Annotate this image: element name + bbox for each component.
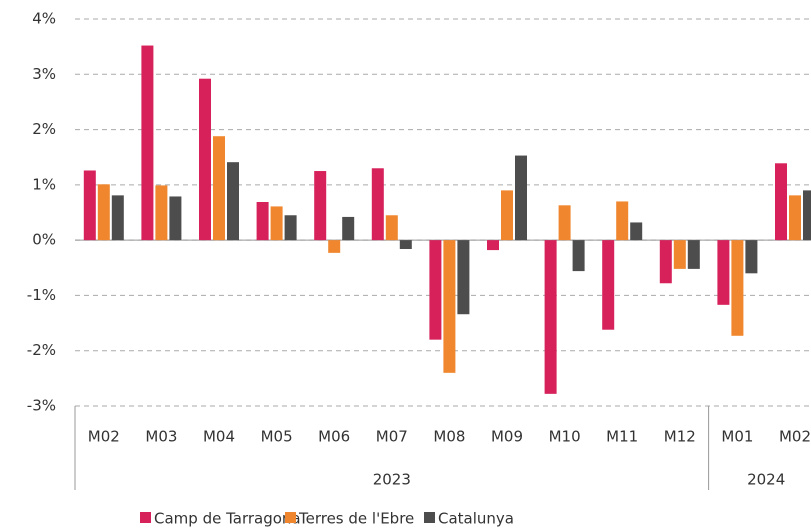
bar [616, 201, 629, 241]
y-tick-label: -2% [27, 341, 56, 359]
bar [169, 196, 182, 241]
bar [314, 171, 327, 241]
bar [717, 240, 730, 305]
legend-swatch [140, 512, 151, 523]
bar [399, 240, 412, 249]
x-tick-label: M01 [721, 428, 753, 446]
bar [775, 163, 787, 241]
x-tick-label: M08 [433, 428, 465, 446]
bar [429, 240, 442, 340]
bar [443, 240, 456, 373]
x-tick-label: M03 [145, 428, 177, 446]
bar [487, 240, 499, 251]
legend-label: Camp de Tarragona [154, 510, 301, 528]
bar [199, 78, 211, 241]
y-tick-label: 2% [32, 120, 56, 138]
bar [83, 170, 96, 241]
bar [673, 240, 686, 269]
bar [213, 136, 225, 241]
y-tick-label: 0% [32, 231, 56, 249]
bar [602, 240, 615, 330]
bar [572, 240, 585, 272]
bar [141, 45, 154, 241]
x-tick-label: M11 [606, 428, 638, 446]
bar [328, 240, 341, 253]
bar [227, 162, 239, 241]
bar [342, 216, 355, 241]
bar [544, 240, 557, 394]
bar [155, 185, 168, 241]
bar [97, 184, 110, 241]
legend-swatch [424, 512, 435, 523]
y-tick-label: 1% [32, 175, 56, 193]
bar [745, 240, 758, 274]
legend-label: Terres de l'Ebre [298, 510, 414, 528]
y-tick-label: 4% [32, 10, 56, 28]
y-tick-label: 3% [32, 65, 56, 83]
bar [501, 190, 513, 241]
bar [803, 190, 811, 241]
bar [515, 155, 527, 241]
legend-label: Catalunya [438, 510, 514, 528]
bar [731, 240, 744, 336]
y-tick-label: -1% [27, 286, 56, 304]
x-tick-label: M02 [779, 428, 811, 446]
bar [111, 195, 124, 241]
x-tick-label: M09 [491, 428, 523, 446]
bar [687, 240, 700, 269]
x-tick-label: M12 [664, 428, 696, 446]
bar [256, 201, 269, 241]
y-tick-label: -3% [27, 397, 56, 415]
x-tick-label: M02 [88, 428, 120, 446]
bar [659, 240, 672, 284]
x-group-label: 2024 [747, 471, 785, 489]
bar [630, 222, 643, 241]
bar [789, 195, 801, 241]
bar [371, 168, 384, 241]
legend-swatch [285, 512, 296, 523]
bar [270, 206, 283, 241]
x-group-label: 2023 [373, 471, 411, 489]
x-tick-label: M04 [203, 428, 235, 446]
bar [457, 240, 470, 315]
x-tick-label: M05 [261, 428, 293, 446]
bar [284, 215, 297, 241]
bar [385, 215, 398, 241]
x-tick-label: M07 [376, 428, 408, 446]
bar [558, 205, 571, 241]
x-tick-label: M10 [549, 428, 581, 446]
x-tick-label: M06 [318, 428, 350, 446]
